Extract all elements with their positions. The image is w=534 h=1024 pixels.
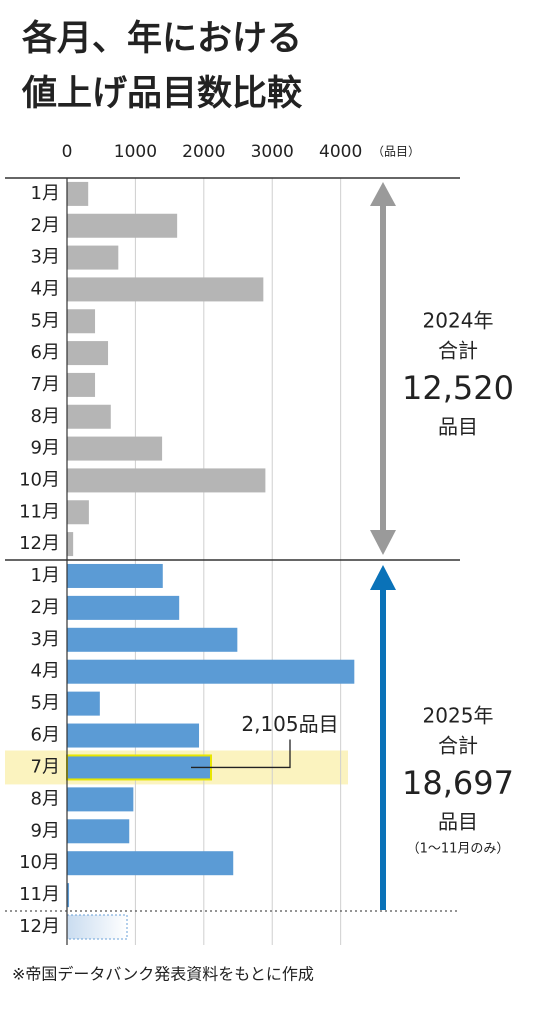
total-caption: 合計 — [438, 339, 478, 363]
y-tick-label: 6月 — [31, 342, 60, 363]
bar — [67, 341, 109, 366]
bar — [67, 532, 74, 557]
y-tick-label: 11月 — [19, 501, 60, 522]
bar — [67, 819, 130, 844]
total-unit: 品目 — [438, 415, 478, 439]
chart-title: 値上げ品目数比較 — [21, 74, 303, 114]
y-tick-label: 1月 — [31, 565, 60, 586]
x-unit: （品目） — [372, 145, 420, 159]
y-tick-label: 4月 — [31, 278, 60, 299]
series-name: 2025年 — [423, 704, 494, 728]
y-tick-label: 5月 — [31, 310, 60, 331]
x-tick-label: 1000 — [114, 142, 157, 162]
arrow-head — [370, 565, 396, 590]
bar — [67, 500, 89, 525]
y-tick-label: 9月 — [31, 438, 60, 459]
x-tick-label: 4000 — [319, 142, 362, 162]
total-unit: 品目 — [438, 810, 478, 834]
y-tick-label: 9月 — [31, 820, 60, 841]
series-name: 2024年 — [423, 309, 494, 333]
y-tick-label: 12月 — [19, 916, 60, 937]
y-tick-label: 4月 — [31, 661, 60, 682]
bar — [67, 309, 96, 334]
footnote: ※帝国データバンク発表資料をもとに作成 — [12, 965, 314, 984]
bar — [67, 595, 180, 620]
bar — [67, 627, 238, 652]
y-tick-label: 8月 — [31, 788, 60, 809]
x-tick-label: 2000 — [182, 142, 225, 162]
y-tick-label: 3月 — [31, 247, 60, 268]
y-tick-label: 5月 — [31, 693, 60, 714]
bar — [67, 883, 70, 908]
placeholder — [66, 914, 128, 940]
bar — [67, 563, 163, 588]
bar — [67, 372, 96, 397]
y-tick-label: 7月 — [31, 374, 60, 395]
y-tick-label: 10月 — [19, 852, 60, 873]
x-tick-label: 0 — [62, 142, 73, 162]
bar — [67, 245, 119, 270]
y-tick-label: 8月 — [31, 406, 60, 427]
y-tick-label: 12月 — [19, 533, 60, 554]
x-tick-label: 3000 — [251, 142, 294, 162]
bar — [66, 754, 213, 781]
bar — [67, 659, 355, 684]
bar — [67, 787, 134, 812]
total-value: 12,520 — [402, 369, 514, 407]
y-tick-label: 7月 — [31, 756, 60, 777]
arrow-head — [370, 182, 396, 206]
y-tick-label: 6月 — [31, 725, 60, 746]
bar — [67, 723, 200, 748]
chart-title: 各月、年における — [21, 18, 302, 59]
bar — [67, 691, 100, 716]
bar — [67, 436, 163, 461]
bar — [67, 181, 89, 206]
y-tick-label: 3月 — [31, 629, 60, 650]
arrow-head — [370, 530, 396, 555]
y-tick-label: 1月 — [31, 183, 60, 204]
total-caption: 合計 — [438, 734, 478, 758]
y-tick-label: 11月 — [19, 884, 60, 905]
y-tick-label: 2月 — [31, 597, 60, 618]
bar — [67, 404, 111, 429]
y-tick-label: 2月 — [31, 215, 60, 236]
bar — [67, 851, 234, 876]
y-tick-label: 10月 — [19, 469, 60, 490]
bar — [67, 213, 178, 238]
data-label: 2,105品目 — [241, 712, 338, 736]
leader-line — [191, 739, 291, 769]
total-value: 18,697 — [402, 764, 514, 802]
total-note: （1～11月のみ） — [407, 842, 510, 857]
bar — [67, 277, 264, 302]
bar — [67, 468, 266, 493]
